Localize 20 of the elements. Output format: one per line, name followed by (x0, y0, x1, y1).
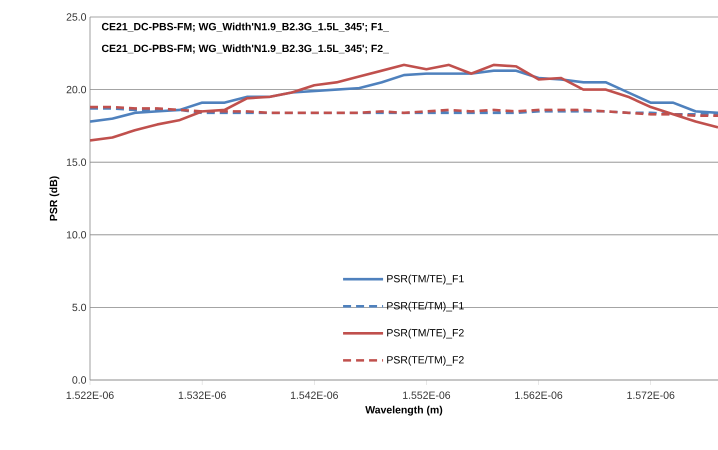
x-tick-label: 1.542E-06 (290, 392, 338, 399)
annotation: CE21_DC-PBS-FM; WG_Width'N1.9_B2.3G_1.5L_345'; F2_ (102, 44, 389, 54)
y-tick-label: 25.0 (66, 13, 86, 21)
x-tick-label: 1.562E-06 (515, 392, 562, 399)
legend-label: PSR(TM/TE)_F2 (387, 328, 464, 339)
y-tick-label: 10.0 (66, 231, 86, 239)
y-tick-label: 20.0 (66, 86, 86, 94)
x-tick-label: 1.572E-06 (627, 392, 674, 399)
x-tick-label: 1.552E-06 (403, 392, 450, 399)
y-tick-label: 0.0 (72, 376, 86, 384)
y-tick-label: 5.0 (72, 304, 86, 312)
y-tick-label: 15.0 (66, 158, 86, 166)
legend-label: PSR(TE/TM)_F1 (387, 302, 464, 312)
x-tick-label: 1.532E-06 (178, 392, 226, 399)
x-tick-label: 1.522E-06 (66, 392, 114, 399)
legend-label: PSR(TE/TM)_F2 (387, 356, 464, 366)
legend-label: PSR(TM/TE)_F1 (387, 274, 464, 284)
annotation: CE21_DC-PBS-FM; WG_Width'N1.9_B2.3G_1.5L_345'; F1_ (102, 22, 389, 32)
y-axis-title: PSR (dB) (50, 176, 60, 220)
x-axis-title: Wavelength (m) (365, 406, 442, 416)
